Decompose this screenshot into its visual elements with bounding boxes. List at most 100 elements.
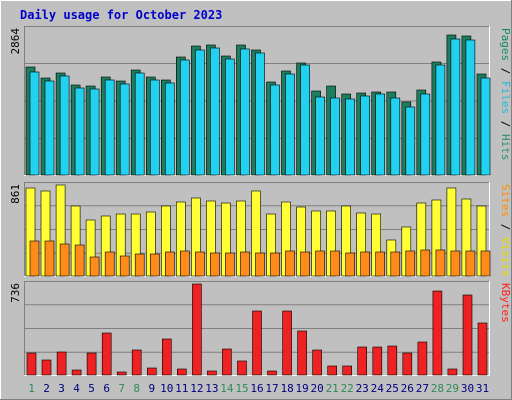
bar-kbytes-day-15 xyxy=(237,360,247,376)
bar-files-day-3 xyxy=(59,75,70,176)
bar-files-day-21 xyxy=(330,97,340,176)
x-tick-label: 2 xyxy=(43,382,50,395)
bar-kbytes-day-24 xyxy=(372,346,383,376)
bar-sites-day-24 xyxy=(375,251,386,277)
bar-sites-day-25 xyxy=(390,251,401,277)
bar-files-day-1 xyxy=(29,71,40,176)
x-tick-label: 28 xyxy=(431,382,444,395)
x-tick-label: 20 xyxy=(310,382,323,395)
x-tick-label: 13 xyxy=(205,382,218,395)
bar-kbytes-day-31 xyxy=(477,322,488,376)
bar-sites-day-20 xyxy=(315,250,325,277)
panel-1: 2864 Pages / Files / Hits xyxy=(9,26,512,176)
bar-kbytes-day-6 xyxy=(101,332,112,376)
bar-sites-day-6 xyxy=(104,251,115,277)
x-tick-label: 6 xyxy=(103,382,110,395)
bar-files-day-7 xyxy=(119,83,130,176)
bar-sites-day-16 xyxy=(255,252,265,277)
bar-kbytes-day-27 xyxy=(417,341,428,376)
x-tick-label: 12 xyxy=(190,382,203,395)
legend-visits: Visits xyxy=(499,237,512,277)
bar-files-day-15 xyxy=(240,48,250,176)
legend-kbytes: KBytes xyxy=(499,283,512,323)
bar-sites-day-19 xyxy=(300,251,310,277)
bar-kbytes-day-3 xyxy=(56,351,67,376)
x-tick-label: 21 xyxy=(326,382,339,395)
bar-files-day-14 xyxy=(225,58,235,176)
bar-sites-day-3 xyxy=(59,243,70,277)
bar-kbytes-day-22 xyxy=(342,365,353,376)
bar-sites-day-18 xyxy=(285,250,295,277)
x-tick-label: 14 xyxy=(220,382,234,395)
x-tick-label: 26 xyxy=(401,382,414,395)
panel-2: 861 Sites / Visits xyxy=(9,182,512,277)
y-max-label: 736 xyxy=(9,283,22,303)
bar-sites-day-21 xyxy=(330,250,340,277)
legend-vertical: KBytes xyxy=(499,283,512,323)
x-tick-label: 17 xyxy=(265,382,278,395)
x-tick-label: 29 xyxy=(446,382,459,395)
bar-sites-day-13 xyxy=(210,252,220,277)
bar-sites-day-1 xyxy=(29,240,40,277)
legend-vertical: Pages / Files / Hits xyxy=(499,28,512,161)
bar-kbytes-day-13 xyxy=(207,370,217,376)
bar-files-day-6 xyxy=(104,79,115,176)
bar-sites-day-12 xyxy=(195,251,205,277)
bar-sites-day-14 xyxy=(225,252,235,277)
bar-sites-day-26 xyxy=(405,250,416,277)
bar-files-day-4 xyxy=(74,87,85,176)
legend-sites: Sites xyxy=(499,184,512,217)
panel-3: 736 KBytes xyxy=(9,281,512,376)
bar-sites-day-10 xyxy=(165,251,175,277)
bar-files-day-26 xyxy=(405,106,416,176)
bar-files-day-12 xyxy=(195,49,205,176)
y-max-label: 861 xyxy=(9,184,22,204)
x-tick-label: 31 xyxy=(476,382,489,395)
bar-files-day-10 xyxy=(165,82,175,176)
bar-kbytes-day-9 xyxy=(147,367,157,376)
bar-kbytes-day-29 xyxy=(447,368,458,376)
bar-kbytes-day-5 xyxy=(86,352,97,376)
bar-files-day-11 xyxy=(180,59,190,176)
y-max-label: 2864 xyxy=(9,28,22,55)
bar-files-day-22 xyxy=(345,98,356,176)
bar-files-day-28 xyxy=(435,64,446,176)
bar-sites-day-11 xyxy=(180,250,190,277)
chart-title: Daily usage for October 2023 xyxy=(20,8,222,22)
legend-files: Files xyxy=(499,81,512,114)
bar-sites-day-7 xyxy=(119,255,130,277)
x-tick-label: 4 xyxy=(73,382,80,395)
bar-files-day-19 xyxy=(300,64,310,176)
bar-sites-day-9 xyxy=(150,253,160,277)
x-tick-label: 1 xyxy=(28,382,35,395)
bar-sites-day-4 xyxy=(74,244,85,277)
bar-kbytes-day-19 xyxy=(297,330,307,376)
x-tick-label: 9 xyxy=(148,382,155,395)
bar-kbytes-day-2 xyxy=(41,359,52,376)
x-tick-label: 11 xyxy=(175,382,188,395)
x-tick-label: 19 xyxy=(295,382,308,395)
bar-kbytes-day-21 xyxy=(327,365,338,376)
bar-kbytes-day-20 xyxy=(312,349,322,376)
x-tick-label: 10 xyxy=(160,382,173,395)
bar-files-day-23 xyxy=(360,95,371,176)
bar-files-day-20 xyxy=(315,96,325,176)
bar-kbytes-day-25 xyxy=(387,345,398,376)
x-tick-label: 30 xyxy=(461,382,474,395)
x-tick-label: 18 xyxy=(280,382,293,395)
bar-files-day-16 xyxy=(255,52,265,176)
bar-files-day-25 xyxy=(390,97,401,176)
x-tick-label: 5 xyxy=(88,382,95,395)
bar-kbytes-day-16 xyxy=(252,310,262,376)
x-tick-label: 3 xyxy=(58,382,65,395)
bar-sites-day-30 xyxy=(465,250,476,277)
bar-files-day-31 xyxy=(480,77,491,176)
bar-sites-day-22 xyxy=(345,252,356,277)
bar-sites-day-15 xyxy=(240,251,250,277)
legend-vertical: Sites / Visits xyxy=(499,184,512,277)
bar-sites-day-23 xyxy=(360,251,371,277)
bar-sites-day-29 xyxy=(450,250,461,277)
bar-sites-day-17 xyxy=(270,252,280,277)
bar-sites-day-5 xyxy=(89,256,100,277)
